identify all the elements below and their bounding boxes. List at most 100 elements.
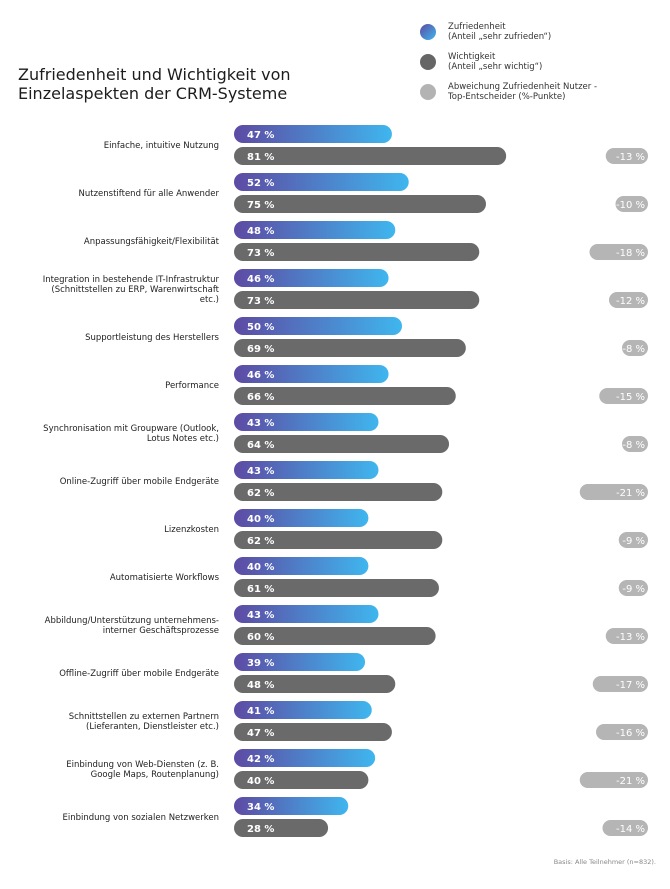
category-label: Einbindung von sozialen Netzwerken — [63, 813, 220, 823]
bar-wichtigkeit — [234, 531, 443, 549]
bar-wichtigkeit — [234, 195, 486, 213]
value-label-abweichung: -16 % — [616, 728, 645, 739]
value-label-zufriedenheit: 34 % — [247, 802, 274, 813]
legend: Zufriedenheit (Anteil „sehr zufrieden“) … — [420, 22, 670, 112]
bar-abweichung — [579, 484, 648, 500]
value-label-abweichung: -13 % — [616, 152, 645, 163]
bar-zufriedenheit — [234, 749, 376, 767]
bar-zufriedenheit — [234, 173, 409, 191]
bar-wichtigkeit — [234, 675, 396, 693]
value-label-zufriedenheit: 46 % — [247, 274, 274, 285]
bar-zufriedenheit — [234, 125, 392, 143]
bar-abweichung — [589, 244, 648, 260]
value-label-zufriedenheit: 41 % — [247, 706, 274, 717]
value-label-abweichung: -15 % — [616, 392, 645, 403]
value-label-wichtigkeit: 47 % — [247, 728, 274, 739]
chart-title-line-2: Einzelaspekten der CRM-Systeme — [18, 84, 288, 103]
value-label-zufriedenheit: 52 % — [247, 178, 274, 189]
category-label: Anpassungsfähigkeit/Flexibilität — [84, 237, 220, 247]
bar-wichtigkeit — [234, 627, 436, 645]
value-label-wichtigkeit: 73 % — [247, 296, 274, 307]
value-label-abweichung: -8 % — [622, 440, 645, 451]
value-label-zufriedenheit: 43 % — [247, 610, 274, 621]
value-label-zufriedenheit: 43 % — [247, 418, 274, 429]
value-label-abweichung: -10 % — [616, 200, 645, 211]
bar-abweichung — [622, 436, 648, 452]
value-label-wichtigkeit: 60 % — [247, 632, 274, 643]
legend-item-zufriedenheit: Zufriedenheit (Anteil „sehr zufrieden“) — [420, 22, 670, 52]
category-label: Online-Zugriff über mobile Endgeräte — [60, 477, 219, 487]
value-label-abweichung: -18 % — [616, 248, 645, 259]
legend-swatch-wichtigkeit — [420, 54, 436, 70]
value-label-zufriedenheit: 40 % — [247, 562, 274, 573]
category-label: Automatisierte Workflows — [110, 573, 220, 583]
value-label-wichtigkeit: 61 % — [247, 584, 274, 595]
bar-abweichung — [622, 340, 648, 356]
bar-abweichung — [599, 388, 648, 404]
bar-zufriedenheit — [234, 317, 402, 335]
category-label: Offline-Zugriff über mobile Endgeräte — [59, 669, 219, 679]
value-label-wichtigkeit: 73 % — [247, 248, 274, 259]
value-label-wichtigkeit: 66 % — [247, 392, 274, 403]
bar-abweichung — [592, 676, 648, 692]
bar-abweichung — [605, 148, 648, 164]
legend-label-abweichung: Abweichung Zufriedenheit Nutzer - Top-En… — [448, 82, 598, 102]
legend-swatch-abweichung — [420, 84, 436, 100]
bar-abweichung — [596, 724, 648, 740]
bar-wichtigkeit — [234, 819, 329, 837]
value-label-zufriedenheit: 50 % — [247, 322, 274, 333]
bar-zufriedenheit — [234, 557, 369, 575]
value-label-zufriedenheit: 46 % — [247, 370, 274, 381]
value-label-abweichung: -17 % — [616, 680, 645, 691]
bar-wichtigkeit — [234, 291, 480, 309]
category-label: Lizenzkosten — [164, 525, 219, 535]
category-label: Abbildung/Unterstützung unternehmens-int… — [45, 616, 219, 636]
legend-swatch-zufriedenheit — [420, 24, 436, 40]
value-label-wichtigkeit: 40 % — [247, 776, 274, 787]
value-label-wichtigkeit: 48 % — [247, 680, 274, 691]
value-label-zufriedenheit: 42 % — [247, 754, 274, 765]
value-label-abweichung: -9 % — [622, 584, 645, 595]
category-label: Performance — [165, 381, 219, 391]
value-label-wichtigkeit: 62 % — [247, 536, 274, 547]
category-label: Einbindung von Web-Diensten (z. B. Google… — [66, 760, 219, 780]
bar-zufriedenheit — [234, 509, 369, 527]
value-label-abweichung: -8 % — [622, 344, 645, 355]
footnote: Basis: Alle Teilnehmer (n=832). — [553, 858, 656, 866]
bar-abweichung — [618, 532, 648, 548]
category-label: Schnittstellen zu externen Partnern (Lief… — [69, 712, 219, 732]
value-label-wichtigkeit: 64 % — [247, 440, 274, 451]
legend-item-wichtigkeit: Wichtigkeit (Anteil „sehr wichtig“) — [420, 52, 670, 82]
chart-title-line-1: Zufriedenheit und Wichtigkeit von — [18, 65, 291, 84]
bar-zufriedenheit — [234, 797, 349, 815]
category-label: Nutzenstiftend für alle Anwender — [79, 189, 220, 199]
bar-abweichung — [602, 820, 648, 836]
value-label-abweichung: -13 % — [616, 632, 645, 643]
category-label: Synchronisation mit Groupware (Outlook, L… — [43, 424, 219, 444]
legend-label-wichtigkeit: Wichtigkeit (Anteil „sehr wichtig“) — [448, 52, 543, 72]
bar-zufriedenheit — [234, 701, 372, 719]
value-label-abweichung: -21 % — [616, 776, 645, 787]
value-label-wichtigkeit: 75 % — [247, 200, 274, 211]
value-label-zufriedenheit: 47 % — [247, 130, 274, 141]
bar-wichtigkeit — [234, 579, 439, 597]
category-label: Supportleistung des Herstellers — [85, 333, 219, 343]
value-label-wichtigkeit: 81 % — [247, 152, 274, 163]
bar-zufriedenheit — [234, 221, 396, 239]
bar-wichtigkeit — [234, 771, 369, 789]
value-label-abweichung: -14 % — [616, 824, 645, 835]
value-label-zufriedenheit: 43 % — [247, 466, 274, 477]
value-label-wichtigkeit: 28 % — [247, 824, 274, 835]
category-label: Einfache, intuitive Nutzung — [104, 141, 219, 151]
bar-abweichung — [618, 580, 648, 596]
bar-wichtigkeit — [234, 435, 450, 453]
bar-wichtigkeit — [234, 723, 392, 741]
bar-wichtigkeit — [234, 243, 480, 261]
bar-wichtigkeit — [234, 147, 507, 165]
bar-zufriedenheit — [234, 605, 379, 623]
bar-zufriedenheit — [234, 653, 366, 671]
bar-zufriedenheit — [234, 269, 389, 287]
value-label-abweichung: -21 % — [616, 488, 645, 499]
value-label-wichtigkeit: 62 % — [247, 488, 274, 499]
